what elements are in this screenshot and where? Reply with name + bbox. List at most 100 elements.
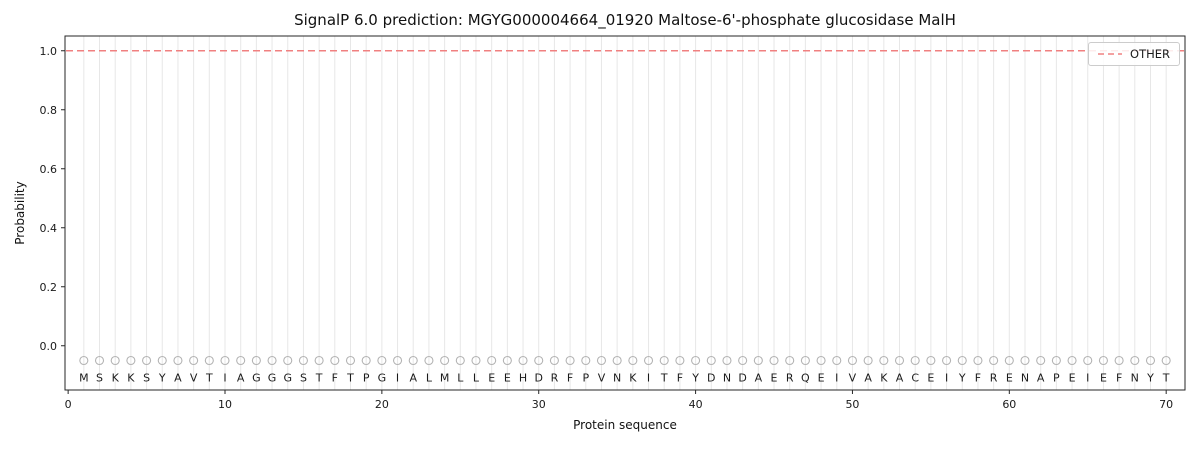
residue-letter: T — [346, 372, 354, 385]
residue-marker — [251, 355, 261, 366]
residue-letter: G — [252, 372, 261, 385]
residue-letter: G — [268, 372, 277, 385]
y-tick-label: 0.4 — [40, 222, 58, 235]
residue-marker — [534, 355, 544, 366]
residue-letter: L — [457, 372, 464, 385]
residue-letter: E — [927, 372, 934, 385]
y-tick-label: 0.0 — [40, 340, 58, 353]
residue-marker — [1130, 355, 1140, 366]
residue-letter: D — [707, 372, 715, 385]
residue-letter: E — [771, 372, 778, 385]
residue-letter: K — [880, 372, 888, 385]
residue-letter: R — [551, 372, 559, 385]
residue-letter: M — [79, 372, 89, 385]
residue-marker — [1145, 355, 1156, 366]
residue-marker — [283, 355, 293, 366]
residue-marker — [471, 355, 481, 366]
residue-marker — [863, 355, 873, 366]
residue-letter: F — [567, 372, 573, 385]
legend-dash-icon — [1098, 53, 1123, 55]
residue-letter: I — [647, 372, 650, 385]
residue-marker — [722, 355, 732, 366]
residue-marker — [236, 355, 246, 366]
residue-marker — [785, 355, 795, 366]
residue-marker — [79, 355, 89, 366]
x-tick-label: 40 — [689, 398, 703, 411]
residue-letter: E — [818, 372, 825, 385]
residue-markers — [79, 355, 1171, 366]
legend: OTHER — [1088, 42, 1180, 66]
residue-letter: T — [315, 372, 323, 385]
residue-letter: K — [629, 372, 637, 385]
grid-lines — [83, 36, 1167, 390]
residue-letter: F — [332, 372, 338, 385]
residue-letter: E — [1006, 372, 1013, 385]
residue-letter: D — [534, 372, 542, 385]
residue-marker — [157, 355, 167, 366]
residue-marker — [220, 355, 230, 366]
residue-letter: T — [660, 372, 668, 385]
residue-letter: C — [911, 372, 919, 385]
residue-letter: F — [975, 372, 981, 385]
residue-letter: P — [363, 372, 370, 385]
residue-marker — [1051, 355, 1061, 366]
residue-letter: S — [143, 372, 150, 385]
residue-marker — [126, 355, 136, 366]
residue-marker — [267, 355, 277, 366]
residue-marker — [800, 355, 810, 366]
residue-letter: A — [755, 372, 763, 385]
residue-letter: I — [396, 372, 399, 385]
x-tick-label: 50 — [845, 398, 859, 411]
residue-letter: Y — [958, 372, 966, 385]
residue-letter: P — [1053, 372, 1060, 385]
residue-letter: S — [96, 372, 103, 385]
residue-marker — [738, 355, 748, 366]
residue-marker — [314, 355, 324, 366]
residue-marker — [832, 355, 842, 366]
residue-letter: A — [174, 372, 182, 385]
residue-marker — [502, 355, 512, 366]
residue-letter: E — [1069, 372, 1076, 385]
residue-marker — [1020, 355, 1030, 366]
legend-label: OTHER — [1130, 47, 1170, 61]
residue-letter: E — [488, 372, 495, 385]
residue-marker — [628, 355, 638, 366]
residue-letter: K — [127, 372, 135, 385]
residue-marker — [440, 355, 450, 366]
residue-letter: V — [849, 372, 857, 385]
residue-marker — [487, 355, 497, 366]
residue-marker — [110, 355, 120, 366]
residue-marker — [581, 355, 591, 366]
residue-letter: N — [1131, 372, 1139, 385]
residue-letter: L — [473, 372, 480, 385]
residue-marker — [565, 355, 575, 366]
residue-marker — [926, 355, 936, 366]
residue-marker — [455, 355, 465, 366]
residue-marker — [1083, 355, 1093, 366]
residue-marker — [753, 355, 763, 366]
residue-marker — [1004, 355, 1014, 366]
residue-marker — [392, 355, 403, 366]
residue-letter: F — [677, 372, 683, 385]
residue-letter: M — [440, 372, 450, 385]
residue-marker — [189, 355, 199, 366]
residue-letter: A — [1037, 372, 1045, 385]
residue-letter: T — [1162, 372, 1170, 385]
y-tick-label: 0.2 — [40, 281, 58, 294]
residue-letter: K — [112, 372, 120, 385]
residue-letter: R — [990, 372, 998, 385]
residue-letter: N — [1021, 372, 1029, 385]
residue-letter: A — [896, 372, 904, 385]
residue-letter: N — [613, 372, 621, 385]
residue-marker — [989, 355, 999, 366]
x-tick-label: 0 — [65, 398, 72, 411]
residue-letter: I — [223, 372, 226, 385]
residue-letter: A — [237, 372, 245, 385]
residue-marker — [612, 355, 622, 366]
residue-letter: E — [504, 372, 511, 385]
residue-marker — [361, 355, 371, 366]
residue-marker — [424, 355, 434, 366]
x-axis-ticks: 0 10 20 30 40 50 60 70 — [65, 390, 1173, 411]
